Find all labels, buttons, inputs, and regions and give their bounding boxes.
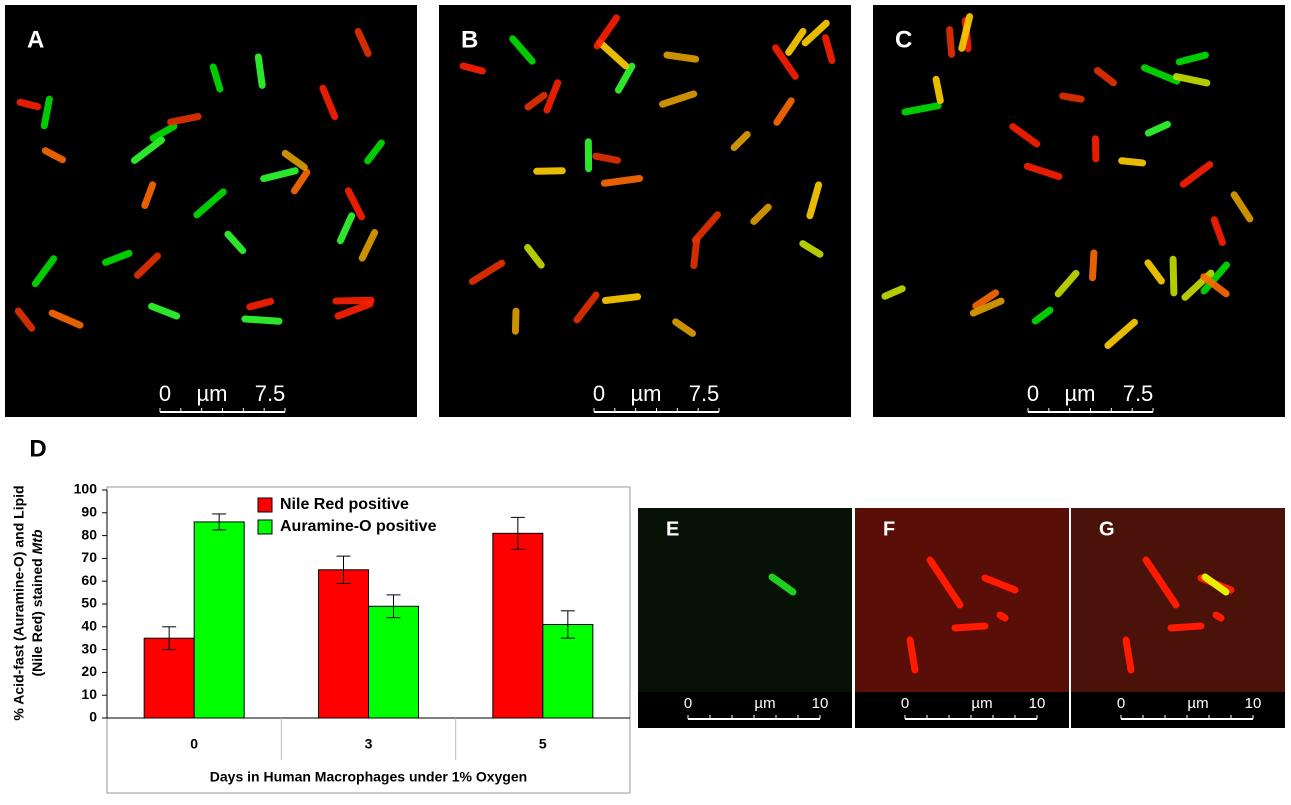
y-axis-title-italic: Mtb [29,529,45,554]
bacterium [1216,615,1221,618]
y-tick-label: 100 [74,481,98,497]
bacterium [1171,626,1201,628]
bacterium [1126,640,1131,670]
scale-label: µm [630,381,661,406]
bar [144,638,194,718]
bacterium [245,319,279,321]
y-axis-title: % Acid-fast (Auramine-O) and Lipid [11,485,27,720]
scale-label: 7.5 [255,381,286,406]
bar [493,533,543,718]
scale-label: 0 [1027,381,1039,406]
y-tick-label: 20 [81,663,97,679]
bacterium [20,102,38,106]
scale-label: 0 [901,695,909,712]
bacterium [604,178,639,183]
scale-label: µm [1187,695,1208,712]
y-tick-label: 80 [81,526,97,542]
scale-label: 10 [812,695,829,712]
y-axis-title-part: (Nile Red) stained [29,554,45,676]
y-tick-label: 90 [81,504,97,520]
bacterium [936,79,940,100]
scale-label: µm [196,381,227,406]
x-tick-label: 0 [190,736,198,752]
bacterium [596,156,618,160]
scale-label: 10 [1245,695,1262,712]
bacterium [515,311,516,331]
bacterium [955,626,985,628]
scale-label: 10 [1029,695,1046,712]
panel-label: F [883,518,895,540]
y-tick-label: 30 [81,640,97,656]
scale-label: µm [1064,381,1095,406]
panel-label: E [666,518,679,540]
x-axis-title: Days in Human Macrophages under 1% Oxyge… [210,769,527,785]
panel-label: C [895,26,912,53]
legend-label: Nile Red positive [280,496,409,513]
legend-swatch [258,520,272,534]
x-tick-label: 5 [539,736,547,752]
bacterium [1000,615,1005,618]
bacterium [605,297,637,301]
legend-swatch [258,498,272,512]
bacterium [463,66,482,71]
bar [194,522,244,718]
bacterium [1122,161,1143,163]
bar [319,570,369,718]
y-tick-label: 10 [81,686,97,702]
scale-label: µm [754,695,775,712]
bacterium [950,30,952,55]
panel-label: A [27,26,44,53]
y-tick-label: 40 [81,618,97,634]
scale-label: 0 [593,381,605,406]
scale-label: 0 [159,381,171,406]
bar [369,606,419,718]
scale-label: 7.5 [1123,381,1154,406]
scale-label: 0 [684,695,692,712]
scale-label: µm [971,695,992,712]
scale-label: 7.5 [689,381,720,406]
y-axis-title: (Nile Red) stained Mtb [29,529,45,676]
scale-label: 0 [1117,695,1125,712]
bacterium [694,240,697,266]
y-tick-label: 50 [81,595,97,611]
bacterium [910,640,915,670]
y-tick-label: 70 [81,549,97,565]
y-tick-label: 0 [89,709,97,725]
bacterium [1093,253,1094,278]
micrograph [873,5,1285,417]
legend-label: Auramine-O positive [280,518,437,535]
panel-label: B [461,26,478,53]
panel-label: D [29,435,46,462]
y-tick-label: 60 [81,572,97,588]
bacterium [1063,96,1082,99]
x-tick-label: 3 [365,736,373,752]
panel-label: G [1099,518,1115,540]
bacterium [336,300,371,301]
bacterium [1173,259,1174,293]
bacterium [258,57,262,85]
bacterium [667,55,696,59]
